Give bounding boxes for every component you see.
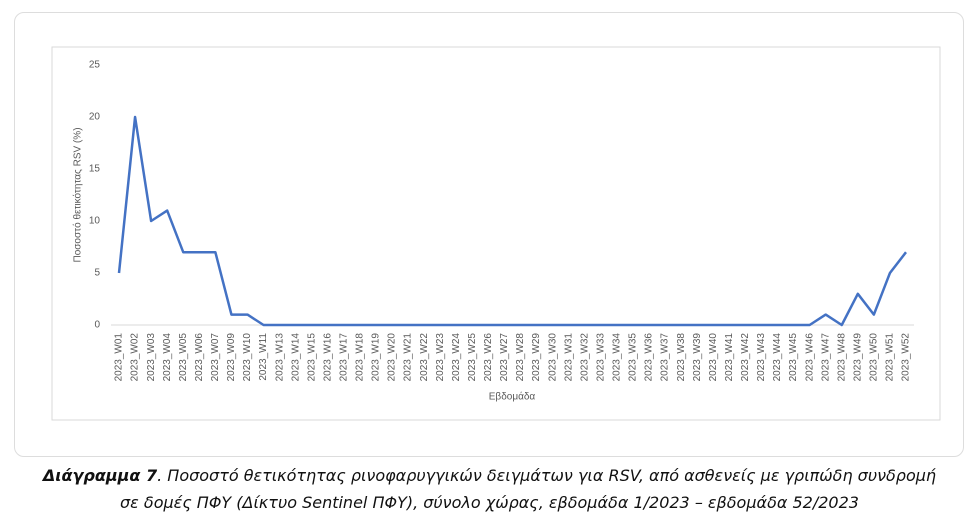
x-tick-label: 2023_W27 bbox=[499, 333, 510, 382]
caption-text: . Ποσοστό θετικότητας ρινοφαρυγγικών δει… bbox=[157, 466, 937, 485]
caption-line: Διάγραμμα 7. Ποσοστό θετικότητας ρινοφαρ… bbox=[0, 462, 979, 489]
x-tick-label: 2023_W15 bbox=[306, 333, 317, 382]
x-tick-label: 2023_W41 bbox=[724, 333, 735, 382]
x-tick-label: 2023_W50 bbox=[869, 333, 880, 382]
card bbox=[14, 12, 964, 457]
caption-line: σε δομές ΠΦΥ (Δίκτυο Sentinel ΠΦΥ), σύνο… bbox=[120, 493, 859, 512]
x-tick-label: 2023_W44 bbox=[772, 333, 783, 382]
x-tick-label: 2023_W19 bbox=[371, 333, 382, 382]
x-axis-title: Εβδομάδα bbox=[489, 391, 536, 403]
x-tick-label: 2023_W37 bbox=[660, 333, 671, 382]
x-tick-label: 2023_W36 bbox=[644, 333, 655, 382]
x-tick-label: 2023_W11 bbox=[258, 333, 269, 381]
caption: Διάγραμμα 7. Ποσοστό θετικότητας ρινοφαρ… bbox=[0, 462, 979, 516]
x-tick-label: 2023_W13 bbox=[274, 333, 285, 382]
x-tick-label: 2023_W03 bbox=[146, 333, 157, 382]
x-tick-label: 2023_W35 bbox=[628, 333, 639, 382]
x-tick-label: 2023_W10 bbox=[242, 333, 253, 382]
x-tick-label: 2023_W18 bbox=[355, 333, 366, 382]
x-tick-label: 2023_W40 bbox=[708, 333, 719, 382]
x-tick-label: 2023_W25 bbox=[467, 333, 478, 382]
x-tick-label: 2023_W31 bbox=[563, 333, 574, 382]
x-tick-label: 2023_W07 bbox=[210, 333, 221, 382]
x-tick-label: 2023_W47 bbox=[820, 333, 831, 382]
y-tick-label: 15 bbox=[89, 164, 101, 175]
x-tick-label: 2023_W02 bbox=[130, 333, 141, 382]
x-tick-label: 2023_W51 bbox=[885, 333, 896, 382]
chart: Ποσοστό θετικότητας RSV (%) Εβδομάδα 0 5 1… bbox=[51, 46, 941, 421]
y-axis-title: Ποσοστό θετικότητας RSV (%) bbox=[72, 127, 84, 262]
x-tick-label: 2023_W23 bbox=[435, 333, 446, 382]
x-tick-label: 2023_W43 bbox=[756, 333, 767, 382]
x-tick-label: 2023_W45 bbox=[788, 333, 799, 382]
x-tick-label: 2023_W34 bbox=[612, 333, 623, 382]
x-tick-label: 2023_W39 bbox=[692, 333, 703, 382]
x-tick-label: 2023_W26 bbox=[483, 333, 494, 382]
y-tick-label: 10 bbox=[89, 216, 101, 227]
x-tick-label: 2023_W28 bbox=[515, 333, 526, 382]
x-tick-label: 2023_W14 bbox=[290, 333, 301, 382]
y-tick-label: 0 bbox=[94, 320, 100, 331]
x-tick-label: 2023_W21 bbox=[403, 333, 414, 382]
caption-label: Διάγραμμα 7 bbox=[42, 466, 158, 485]
chart-frame bbox=[51, 46, 941, 421]
y-tick-label: 25 bbox=[89, 60, 101, 71]
x-tick-label: 2023_W24 bbox=[451, 333, 462, 382]
x-tick-label: 2023_W48 bbox=[836, 333, 847, 382]
x-tick-label: 2023_W22 bbox=[419, 333, 430, 382]
x-tick-label: 2023_W33 bbox=[595, 333, 606, 382]
x-tick-label: 2023_W17 bbox=[338, 333, 349, 382]
y-tick-label: 5 bbox=[94, 268, 100, 279]
x-tick-label: 2023_W38 bbox=[676, 333, 687, 382]
x-tick-label: 2023_W30 bbox=[547, 333, 558, 382]
x-tick-label: 2023_W49 bbox=[852, 333, 863, 382]
x-tick-label: 2023_W42 bbox=[740, 333, 751, 382]
x-tick-label: 2023_W06 bbox=[194, 333, 205, 382]
y-tick-label: 20 bbox=[89, 112, 101, 123]
x-tick-label: 2023_W20 bbox=[387, 333, 398, 382]
x-tick-label: 2023_W52 bbox=[901, 333, 912, 382]
x-tick-label: 2023_W09 bbox=[226, 333, 237, 382]
x-tick-label: 2023_W01 bbox=[114, 333, 125, 382]
x-tick-label: 2023_W29 bbox=[531, 333, 542, 382]
data-line bbox=[117, 115, 907, 327]
x-tick-label: 2023_W32 bbox=[579, 333, 590, 382]
x-tick-label: 2023_W05 bbox=[178, 333, 189, 382]
x-tick-label: 2023_W04 bbox=[162, 333, 173, 382]
x-tick-label: 2023_W46 bbox=[804, 333, 815, 382]
x-tick-label: 2023_W16 bbox=[322, 333, 333, 382]
